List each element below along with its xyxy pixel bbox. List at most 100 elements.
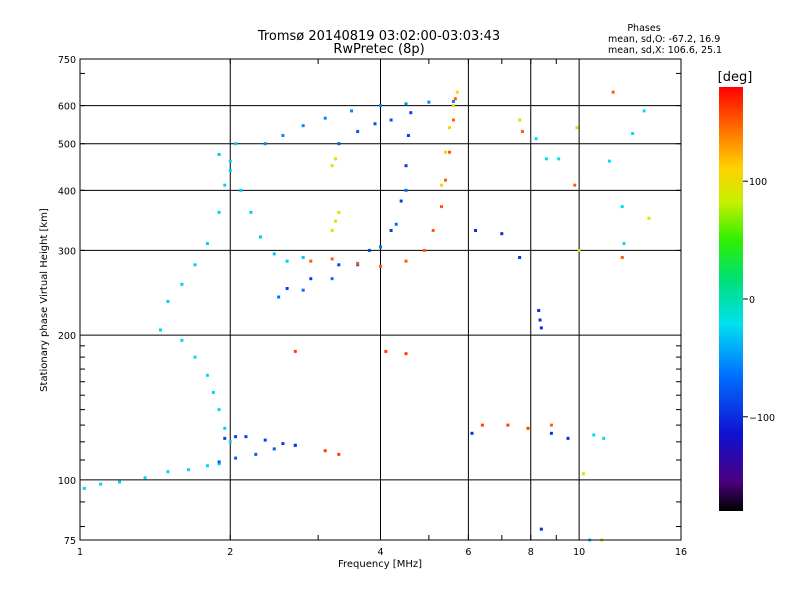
data-point	[607, 159, 611, 163]
x-tick-label: 4	[377, 547, 383, 558]
data-point	[544, 157, 548, 161]
data-point	[330, 257, 334, 261]
data-point	[470, 431, 474, 435]
grid-lines	[79, 58, 682, 541]
data-point	[223, 426, 227, 430]
data-point	[549, 423, 553, 427]
data-point	[323, 116, 327, 120]
data-point	[647, 216, 651, 220]
y-tick-label: 300	[58, 246, 76, 257]
data-point	[409, 111, 413, 115]
data-point	[534, 137, 538, 141]
chart-subtitle: RwPretec (8p)	[333, 42, 424, 57]
data-point	[180, 282, 184, 286]
x-tick-label: 1	[77, 547, 83, 558]
data-point	[506, 423, 510, 427]
data-point	[384, 349, 388, 353]
data-point	[301, 288, 305, 292]
data-point	[205, 242, 209, 246]
y-tick-labels: 75 100 200 300 400 500 600 750	[58, 55, 76, 547]
data-point	[573, 183, 577, 187]
data-point	[337, 142, 341, 146]
data-point	[642, 109, 646, 113]
data-point	[333, 157, 337, 161]
x-tick-label: 6	[465, 547, 471, 558]
x-tick-label: 2	[227, 547, 233, 558]
y-tick-label: 200	[58, 331, 76, 342]
data-point	[118, 480, 122, 484]
y-tick-label: 100	[58, 476, 76, 487]
data-point	[159, 328, 163, 332]
data-point	[309, 277, 313, 281]
data-point	[82, 486, 86, 490]
data-point	[228, 168, 232, 172]
data-point	[422, 248, 426, 252]
data-point	[187, 468, 191, 472]
colorbar	[719, 87, 743, 511]
y-tick-label: 500	[58, 140, 76, 151]
data-point	[228, 440, 232, 444]
data-point	[285, 259, 289, 263]
data-point	[537, 309, 541, 313]
data-point	[293, 349, 297, 353]
y-tick-label: 750	[58, 55, 76, 66]
data-point	[333, 219, 337, 223]
data-point	[404, 188, 408, 192]
data-point	[399, 199, 403, 203]
data-point	[272, 447, 276, 451]
data-point	[431, 228, 435, 232]
data-point	[453, 97, 457, 101]
data-point	[394, 222, 398, 226]
data-point	[520, 130, 524, 134]
y-tick-label: 400	[58, 186, 76, 197]
y-axis-label: Stationary phase Virtual Height [km]	[39, 208, 50, 392]
data-point	[166, 299, 170, 303]
x-tick-labels: 1 2 4 6 8 10 16	[77, 547, 687, 558]
data-point	[500, 232, 504, 236]
data-point	[611, 90, 615, 94]
stats-x-line: mean, sd,X: 106.6, 25.1	[608, 45, 722, 56]
data-point	[143, 476, 147, 480]
data-point	[404, 352, 408, 356]
stats-o-line: mean, sd,O: -67.2, 16.9	[608, 34, 720, 45]
data-point	[379, 245, 382, 249]
data-point	[323, 449, 327, 453]
data-point	[330, 228, 334, 232]
data-point	[217, 460, 221, 464]
data-point	[451, 118, 455, 122]
data-point	[379, 264, 382, 268]
data-point	[217, 462, 221, 466]
data-point	[272, 252, 276, 256]
data-point	[404, 164, 408, 168]
data-point	[234, 435, 238, 439]
data-point	[356, 130, 360, 134]
data-point	[538, 318, 542, 322]
colorbar-tick-label: −100	[749, 413, 775, 424]
data-point	[373, 122, 377, 126]
plot-frame	[79, 58, 682, 541]
data-point	[223, 436, 227, 440]
data-point	[337, 210, 341, 214]
data-point	[193, 263, 197, 267]
data-point	[99, 482, 103, 486]
data-point	[518, 255, 522, 259]
data-point	[448, 126, 452, 130]
data-point	[455, 90, 459, 94]
data-point	[539, 527, 543, 531]
data-point	[427, 100, 431, 104]
data-point	[234, 142, 238, 146]
data-point	[244, 435, 248, 439]
data-point	[575, 126, 579, 130]
data-point	[350, 109, 354, 113]
data-point	[263, 438, 267, 442]
data-point	[301, 124, 305, 128]
data-point	[406, 134, 410, 138]
data-point	[217, 408, 221, 412]
data-point	[622, 242, 626, 246]
data-point	[367, 248, 371, 252]
data-point	[337, 263, 341, 267]
data-point	[577, 248, 581, 252]
data-point	[193, 355, 197, 359]
stats-heading: Phases	[627, 23, 660, 34]
